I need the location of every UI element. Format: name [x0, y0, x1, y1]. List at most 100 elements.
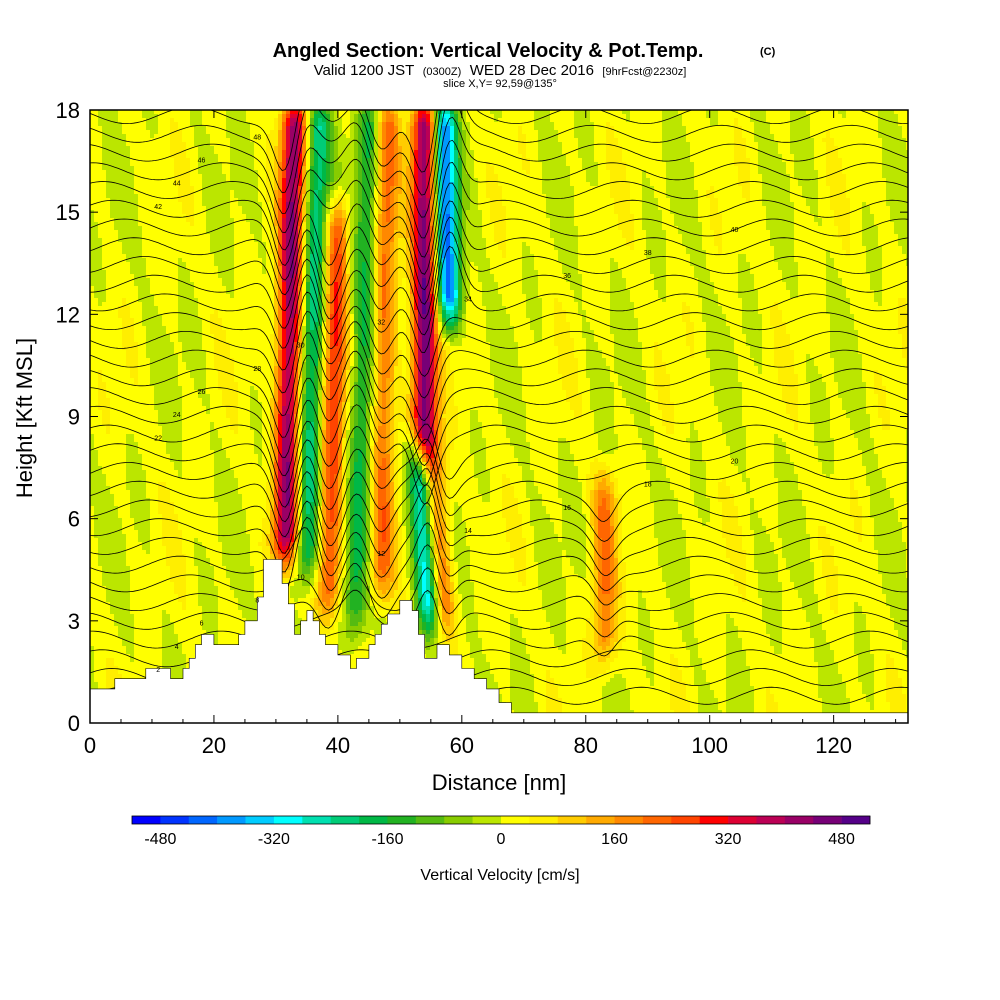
shade-cell — [182, 482, 187, 487]
shade-cell — [178, 274, 183, 279]
shade-cell — [174, 314, 179, 319]
shade-cell — [146, 550, 151, 555]
shade-cell — [198, 546, 203, 551]
shade-cell — [162, 302, 167, 307]
shade-cell — [178, 310, 183, 315]
shade-cell — [98, 366, 103, 371]
shade-cell — [110, 310, 115, 315]
shade-cell — [142, 642, 147, 647]
shade-cell — [170, 426, 175, 431]
shade-cell — [154, 182, 159, 187]
shade-cell — [190, 374, 195, 379]
shade-cell — [150, 594, 155, 599]
shade-cell — [206, 218, 211, 223]
shade-cell — [106, 526, 111, 531]
shade-cell — [154, 342, 159, 347]
shade-cell — [150, 578, 155, 583]
shade-cell — [122, 578, 127, 583]
shade-cell — [194, 362, 199, 367]
shade-cell — [98, 638, 103, 643]
shade-cell — [214, 138, 219, 143]
shade-cell — [210, 502, 215, 507]
shade-cell — [178, 202, 183, 207]
shade-cell — [214, 274, 219, 279]
shade-cell — [142, 438, 147, 443]
shade-cell — [166, 202, 171, 207]
shade-cell — [210, 366, 215, 371]
shade-cell — [210, 582, 215, 587]
shade-cell — [210, 314, 215, 319]
shade-cell — [174, 494, 179, 499]
shade-cell — [162, 174, 167, 179]
shade-cell — [126, 338, 131, 343]
shade-cell — [154, 478, 159, 483]
shade-cell — [194, 550, 199, 555]
shade-cell — [206, 534, 211, 539]
shade-cell — [142, 366, 147, 371]
shade-cell — [182, 238, 187, 243]
shade-cell — [190, 454, 195, 459]
shade-cell — [206, 566, 211, 571]
shade-cell — [190, 306, 195, 311]
shade-cell — [94, 242, 99, 247]
shade-cell — [218, 366, 223, 371]
shade-cell — [110, 518, 115, 523]
shade-cell — [162, 550, 167, 555]
shade-cell — [198, 470, 203, 475]
shade-cell — [118, 670, 123, 675]
shade-cell — [202, 202, 207, 207]
shade-cell — [170, 222, 175, 227]
shade-cell — [214, 154, 219, 159]
shade-cell — [202, 502, 207, 507]
shade-cell — [114, 546, 119, 551]
shade-cell — [210, 418, 215, 423]
shade-cell — [142, 430, 147, 435]
shade-cell — [122, 406, 127, 411]
shade-cell — [162, 538, 167, 543]
shade-cell — [198, 522, 203, 527]
shade-cell — [162, 346, 167, 351]
shade-cell — [114, 218, 119, 223]
shade-cell — [214, 538, 219, 543]
shade-cell — [202, 406, 207, 411]
shade-cell — [154, 154, 159, 159]
shade-cell — [198, 206, 203, 211]
shade-cell — [146, 214, 151, 219]
shade-cell — [142, 130, 147, 135]
shade-cell — [154, 574, 159, 579]
shade-cell — [126, 362, 131, 367]
shade-cell — [154, 570, 159, 575]
shade-cell — [110, 454, 115, 459]
shade-cell — [194, 266, 199, 271]
shade-cell — [134, 370, 139, 375]
shade-cell — [138, 654, 143, 659]
shade-cell — [182, 118, 187, 123]
shade-cell — [130, 630, 135, 635]
shade-cell — [146, 490, 151, 495]
shade-cell — [158, 398, 163, 403]
shade-cell — [118, 230, 123, 235]
shade-cell — [178, 426, 183, 431]
shade-cell — [194, 598, 199, 603]
shade-cell — [174, 258, 179, 263]
shade-cell — [202, 298, 207, 303]
shade-cell — [194, 150, 199, 155]
shade-cell — [186, 502, 191, 507]
shade-cell — [190, 610, 195, 615]
shade-cell — [218, 274, 223, 279]
shade-cell — [122, 270, 127, 275]
shade-cell — [186, 274, 191, 279]
shade-cell — [98, 558, 103, 563]
shade-cell — [126, 174, 131, 179]
shade-cell — [154, 530, 159, 535]
shade-cell — [210, 342, 215, 347]
shade-cell — [190, 222, 195, 227]
shade-cell — [194, 402, 199, 407]
shade-cell — [178, 214, 183, 219]
shade-cell — [170, 234, 175, 239]
shade-cell — [106, 622, 111, 627]
shade-cell — [134, 482, 139, 487]
shade-cell — [190, 378, 195, 383]
shade-cell — [214, 546, 219, 551]
shade-cell — [138, 290, 143, 295]
